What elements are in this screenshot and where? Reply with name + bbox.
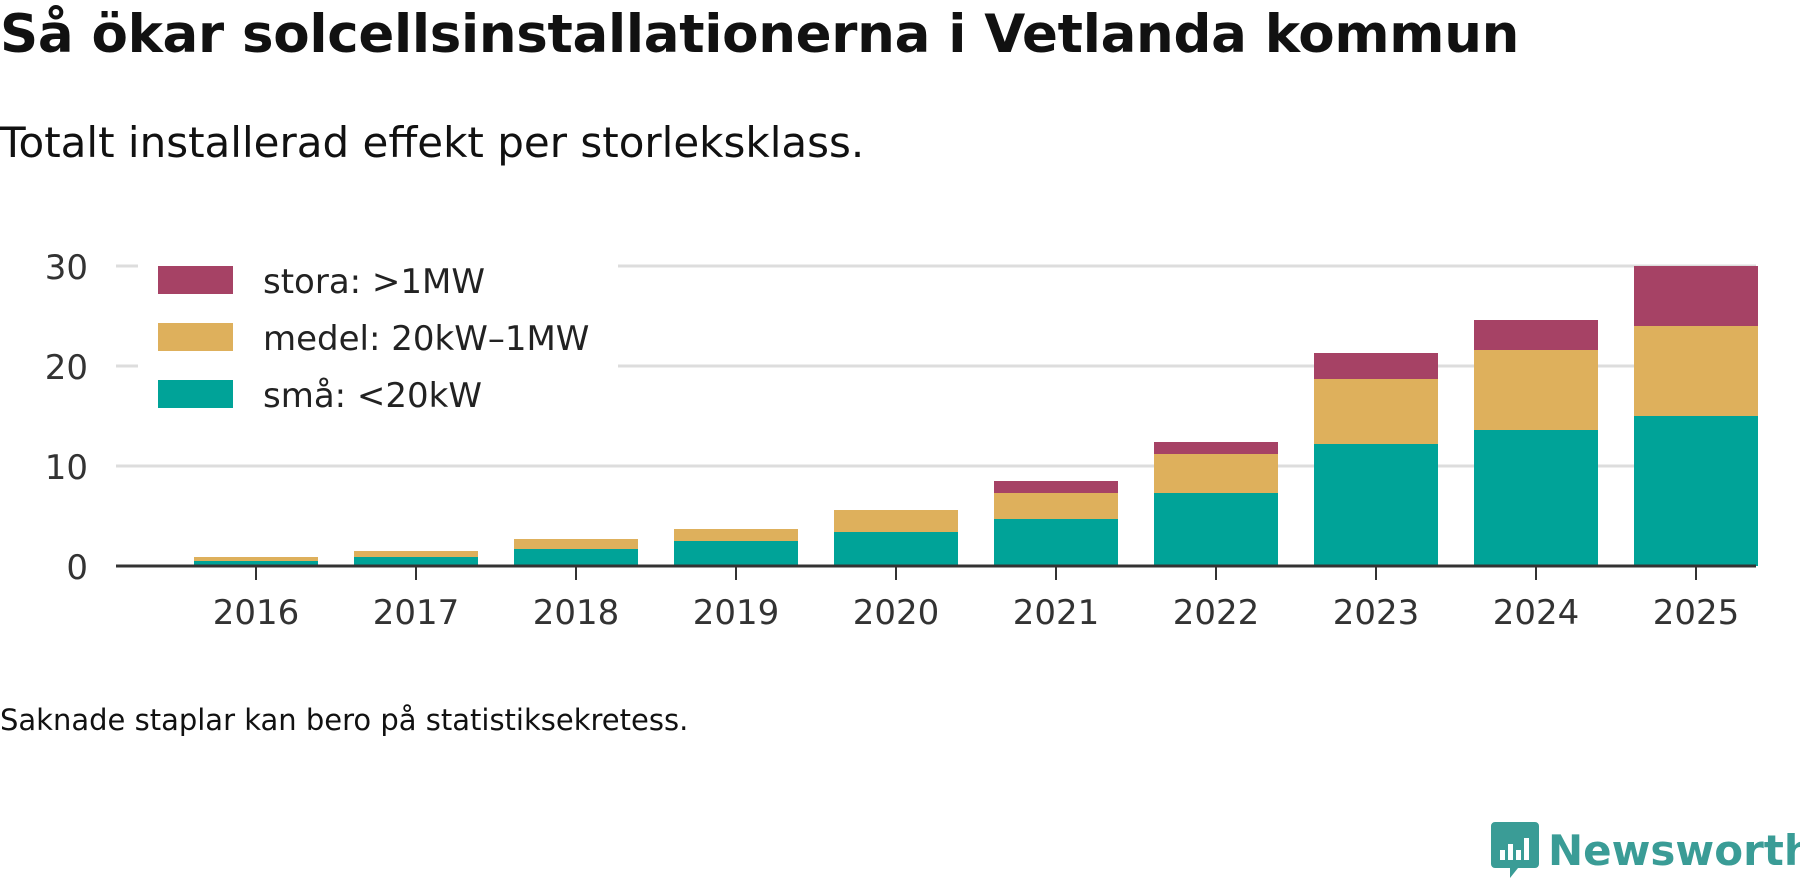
bar-segment <box>1154 493 1278 566</box>
stacked-bar-chart: 0 10 20 30 2016 2017 2018 2019 2020 2021 2022 2023 2… <box>45 248 1758 633</box>
legend-swatch <box>158 266 233 294</box>
y-tick-label: 20 <box>45 348 88 388</box>
footnote: Saknade staplar kan bero på statistiksek… <box>0 703 689 737</box>
bar-segment <box>674 529 798 541</box>
bar-segment <box>514 549 638 566</box>
x-tick-label: 2024 <box>1493 593 1580 633</box>
x-tick-label: 2025 <box>1653 593 1740 633</box>
bar-segment <box>1474 430 1598 566</box>
bar-segment <box>994 493 1118 519</box>
bar-segment <box>1474 350 1598 430</box>
bar-segment <box>1314 444 1438 566</box>
legend-label: medel: 20kW–1MW <box>263 319 589 359</box>
bar-segment <box>1154 454 1278 493</box>
bar-segment <box>994 481 1118 493</box>
bar-chart-speech-bubble-icon <box>1491 822 1539 878</box>
bar-segment <box>834 510 958 532</box>
x-tick-label: 2022 <box>1173 593 1260 633</box>
chart-title: Så ökar solcellsinstallationerna i Vetla… <box>0 4 1520 65</box>
bar-segment <box>514 539 638 549</box>
axes: 0 10 20 30 2016 2017 2018 2019 2020 2021 2022 2023 2… <box>45 248 1756 633</box>
y-tick-label: 0 <box>66 548 88 588</box>
y-tick-label: 10 <box>45 448 88 488</box>
bar-segment <box>1314 353 1438 379</box>
x-tick-label: 2018 <box>533 593 620 633</box>
bar-segment <box>1634 326 1758 416</box>
bar-segment <box>354 551 478 557</box>
x-tick-label: 2020 <box>853 593 940 633</box>
chart-subtitle: Totalt installerad effekt per storlekskl… <box>0 118 865 167</box>
bar-segment <box>1634 416 1758 566</box>
x-tick-label: 2021 <box>1013 593 1100 633</box>
x-tick-label: 2023 <box>1333 593 1420 633</box>
bar-segment <box>1474 320 1598 350</box>
x-tick-label: 2016 <box>213 593 300 633</box>
legend-label: små: <20kW <box>263 376 482 416</box>
legend-label: stora: >1MW <box>263 262 485 302</box>
legend-swatch <box>158 380 233 408</box>
bar-segment <box>834 532 958 566</box>
bar-segment <box>674 541 798 566</box>
x-tick-label: 2017 <box>373 593 460 633</box>
bar-segment <box>1154 442 1278 454</box>
bar-segment <box>1634 266 1758 326</box>
legend: stora: >1MW medel: 20kW–1MW små: <20kW <box>138 254 618 426</box>
bar-segment <box>194 561 318 566</box>
brand-logo: Newsworthy <box>1490 820 1800 880</box>
bar-segment <box>994 519 1118 566</box>
legend-swatch <box>158 323 233 351</box>
bar-segment <box>1314 379 1438 444</box>
bars <box>194 266 1758 566</box>
brand-name: Newsworthy <box>1548 825 1800 875</box>
y-tick-label: 30 <box>45 248 88 288</box>
bar-segment <box>194 557 318 561</box>
bar-segment <box>354 557 478 566</box>
x-tick-label: 2019 <box>693 593 780 633</box>
